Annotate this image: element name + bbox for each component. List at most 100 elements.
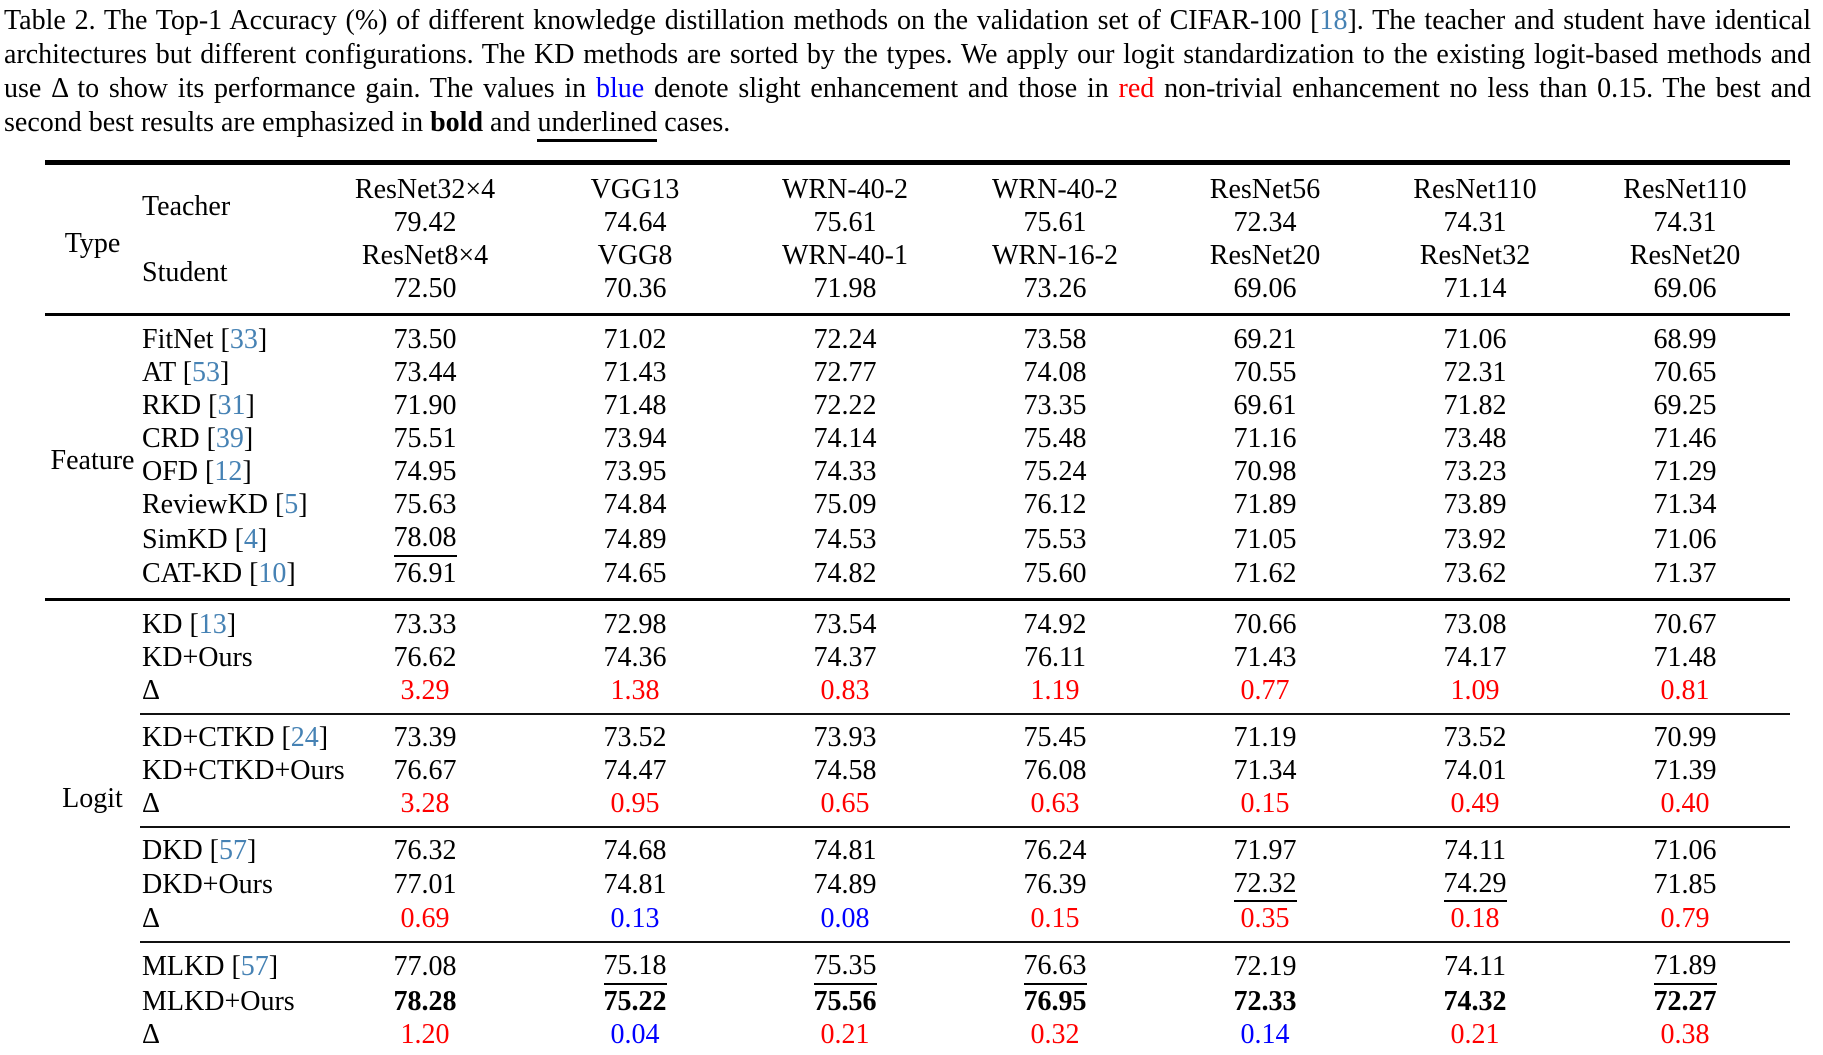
accuracy-cell: 75.56 [740,985,950,1018]
citation-ref[interactable]: 31 [217,390,246,422]
citation-ref[interactable]: 24 [290,721,319,753]
accuracy-cell: 71.05 [1160,521,1370,556]
citation-ref[interactable]: 13 [198,608,227,640]
accuracy-value: 0.63 [1030,787,1080,819]
accuracy-value: 73.33 [393,608,457,640]
accuracy-cell: 72.98 [530,599,740,641]
accuracy-value: 75.24 [1023,456,1087,488]
accuracy-value: 75.18 [603,951,667,985]
method-label: RKD [31] [140,389,320,422]
accuracy-value: 75.53 [1023,523,1087,555]
accuracy-value: 73.50 [393,324,457,356]
teacher-cell: VGG13 74.64 [530,163,740,240]
accuracy-value: 71.89 [1233,489,1297,521]
student-model-accuracy: 69.06 [1653,273,1717,305]
accuracy-cell: 72.22 [740,389,950,422]
accuracy-cell: 76.11 [950,641,1160,674]
accuracy-value: 73.62 [1443,557,1507,589]
student-model-accuracy: 72.50 [393,273,457,305]
accuracy-cell: 0.38 [1580,1018,1790,1055]
table-header: Type Teacher ResNet32×4 79.42 VGG13 74.64 WR… [45,163,1790,315]
accuracy-value: 74.11 [1444,834,1506,866]
table-row: KD+CTKD [24] 73.39 73.52 73.93 75.45 71.19 73.… [45,712,1790,754]
accuracy-cell: 0.81 [1580,674,1790,714]
accuracy-value: 73.93 [813,721,877,753]
caption-segment: non-trivial enhancement no less than 0.1… [4,73,1811,138]
accuracy-value: 74.33 [813,456,877,488]
accuracy-value: 77.01 [393,868,457,900]
accuracy-value: 71.43 [1233,641,1297,673]
citation-ref[interactable]: 4 [243,523,258,555]
student-model-name: ResNet8×4 [361,240,489,272]
accuracy-cell: 70.55 [1160,356,1370,389]
citation-ref[interactable]: 53 [192,357,221,389]
citation-ref[interactable]: 39 [215,423,244,455]
accuracy-cell: 0.40 [1580,787,1790,827]
method-label: KD+Ours [140,641,320,674]
accuracy-cell: 75.45 [950,712,1160,754]
citation-ref[interactable]: 10 [258,557,287,589]
accuracy-cell: 74.11 [1370,825,1580,867]
accuracy-cell: 71.46 [1580,422,1790,455]
accuracy-value: 74.53 [813,523,877,555]
accuracy-value: 71.48 [1653,641,1717,673]
caption-segment: bold [430,107,484,138]
accuracy-cell: 0.77 [1160,674,1370,714]
citation-ref[interactable]: 57 [240,951,269,983]
accuracy-cell: 74.84 [530,488,740,521]
accuracy-cell: 73.44 [320,356,530,389]
citation-ref[interactable]: 18 [1319,5,1348,36]
method-name-bracket: ] [220,357,230,389]
accuracy-cell: 0.21 [740,1018,950,1055]
accuracy-value: 74.01 [1443,754,1507,786]
table-row: CRD [39] 75.51 73.94 74.14 75.48 71.16 73.48 71… [45,422,1790,455]
caption-segment: denote slight enhancement and those in [644,73,1119,104]
method-name: Δ [142,903,161,935]
accuracy-value: 71.37 [1653,557,1717,589]
accuracy-value: 0.65 [820,787,870,819]
method-name: CAT-KD [ [142,557,259,589]
accuracy-value: 76.62 [393,641,457,673]
accuracy-cell: 74.89 [740,867,950,902]
accuracy-value: 0.04 [610,1018,660,1050]
accuracy-value: 74.81 [813,834,877,866]
method-name: AT [ [142,357,193,389]
table-row: KD+CTKD+Ours 76.67 74.47 74.58 76.08 71.34 74.… [45,754,1790,787]
accuracy-value: 70.67 [1653,608,1717,640]
citation-ref[interactable]: 5 [284,489,299,521]
accuracy-value: 0.69 [400,903,450,935]
teacher-cell: ResNet110 74.31 [1370,163,1580,240]
citation-ref[interactable]: 12 [214,456,243,488]
accuracy-cell: 74.95 [320,455,530,488]
accuracy-cell: 72.19 [1160,941,1370,985]
accuracy-value: 1.09 [1450,674,1500,706]
accuracy-cell: 0.95 [530,787,740,827]
citation-ref[interactable]: 33 [229,324,258,356]
accuracy-cell: 74.81 [530,867,740,902]
accuracy-value: 71.46 [1653,423,1717,455]
accuracy-value: 0.77 [1240,674,1290,706]
table-row: ReviewKD [5] 75.63 74.84 75.09 76.12 71.89 73.… [45,488,1790,521]
accuracy-value: 71.90 [393,390,457,422]
accuracy-cell: 70.65 [1580,356,1790,389]
method-name: KD [ [142,608,199,640]
accuracy-value: 0.18 [1450,903,1500,935]
citation-ref[interactable]: 57 [219,834,247,866]
accuracy-value: 71.29 [1653,456,1717,488]
section-feature: Feature FitNet [33] 73.50 71.02 72.24 73.58 69… [45,315,1790,599]
accuracy-cell: 73.08 [1370,599,1580,641]
accuracy-value: 73.39 [393,721,457,753]
accuracy-value: 75.09 [813,489,877,521]
method-label: MLKD+Ours [140,985,320,1018]
accuracy-value: 69.61 [1233,390,1297,422]
accuracy-cell: 71.97 [1160,825,1370,867]
method-name: DKD+Ours [142,868,273,900]
caption-segment: red [1118,73,1155,104]
teacher-cell: ResNet56 72.34 [1160,163,1370,240]
accuracy-value: 71.89 [1653,951,1717,985]
student-model-accuracy: 73.26 [1023,273,1087,305]
accuracy-cell: 68.99 [1580,315,1790,357]
accuracy-value: 0.81 [1660,674,1710,706]
method-label: OFD [12] [140,455,320,488]
accuracy-value: 72.98 [603,608,667,640]
